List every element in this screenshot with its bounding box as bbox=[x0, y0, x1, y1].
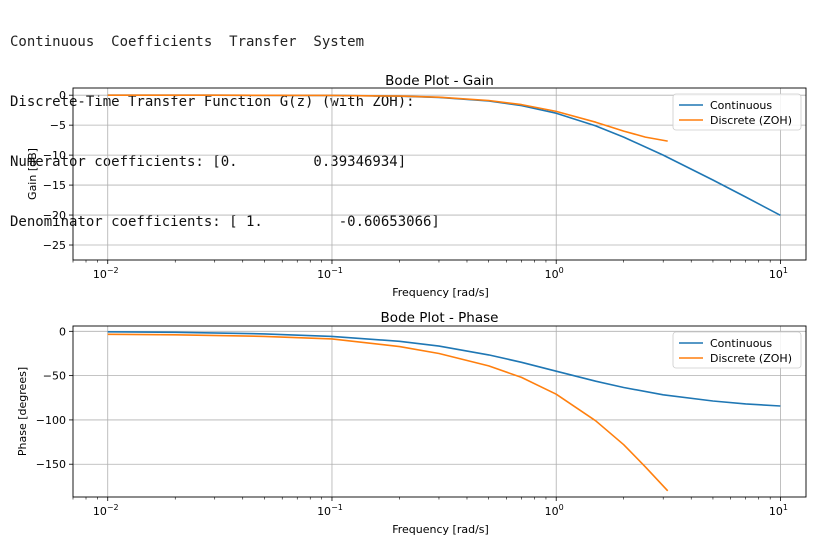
legend-box bbox=[672, 93, 802, 131]
legend-label: Discrete (ZOH) bbox=[710, 352, 792, 365]
x-tick-label: 100 bbox=[545, 503, 564, 518]
legend-label: Continuous bbox=[710, 337, 772, 350]
y-tick-label: −50 bbox=[43, 370, 66, 383]
chart-title: Bode Plot - Phase bbox=[381, 310, 499, 326]
y-tick-label: −5 bbox=[50, 119, 66, 132]
x-tick-label: 101 bbox=[769, 503, 788, 518]
y-axis-label: Gain [dB] bbox=[26, 148, 39, 200]
y-tick-label: −20 bbox=[43, 209, 66, 222]
y-tick-label: 0 bbox=[59, 325, 66, 338]
y-tick-label: 0 bbox=[59, 89, 66, 102]
chart-title: Bode Plot - Gain bbox=[385, 73, 494, 89]
x-tick-label: 101 bbox=[769, 266, 788, 281]
console-line: Discrete-Time Transfer Function G(z) (wi… bbox=[10, 94, 415, 110]
y-tick-label: −150 bbox=[36, 458, 66, 471]
x-tick-label: 10−2 bbox=[93, 503, 119, 518]
series-line-discrete bbox=[107, 94, 668, 142]
x-tick-label: 10−1 bbox=[317, 266, 343, 281]
x-tick-label: 10−1 bbox=[317, 503, 343, 518]
y-axis-label: Phase [degrees] bbox=[16, 367, 29, 456]
legend-box bbox=[672, 331, 802, 369]
y-tick-label: −10 bbox=[43, 149, 66, 162]
plot-frame bbox=[72, 325, 807, 498]
series-line-continuous bbox=[107, 331, 781, 407]
legend-label: Continuous bbox=[710, 99, 772, 112]
console-line: Numerator coefficients: [0. 0.39346934] bbox=[10, 154, 407, 170]
series-line-discrete bbox=[107, 333, 669, 492]
x-axis-label: Frequency [rad/s] bbox=[392, 523, 489, 536]
legend: Continuous Discrete (ZOH) bbox=[672, 331, 802, 369]
plot-frame bbox=[72, 87, 807, 261]
chart-phase: 10−2 10−1 100 101 0 −50 −100 −150 Bode Plot - Ph… bbox=[16, 310, 807, 536]
x-axis-label: Frequency [rad/s] bbox=[392, 286, 489, 299]
chart-gain: 10−2 10−1 100 101 0 −5 −10 −15 −20 −25 Bode Plot -… bbox=[26, 73, 807, 299]
console-output: Continuous Coefficients Transfer System … bbox=[10, 0, 810, 252]
console-line: Denominator coefficients: [ 1. -0.606530… bbox=[10, 214, 440, 230]
legend: Continuous Discrete (ZOH) bbox=[672, 93, 802, 131]
y-tick-label: −25 bbox=[43, 239, 66, 252]
x-tick-label: 10−2 bbox=[93, 266, 119, 281]
y-tick-label: −15 bbox=[43, 179, 66, 192]
console-line: Continuous Coefficients Transfer System bbox=[10, 34, 365, 50]
y-tick-label: −100 bbox=[36, 414, 66, 427]
legend-label: Discrete (ZOH) bbox=[710, 114, 792, 127]
x-tick-label: 100 bbox=[545, 266, 564, 281]
